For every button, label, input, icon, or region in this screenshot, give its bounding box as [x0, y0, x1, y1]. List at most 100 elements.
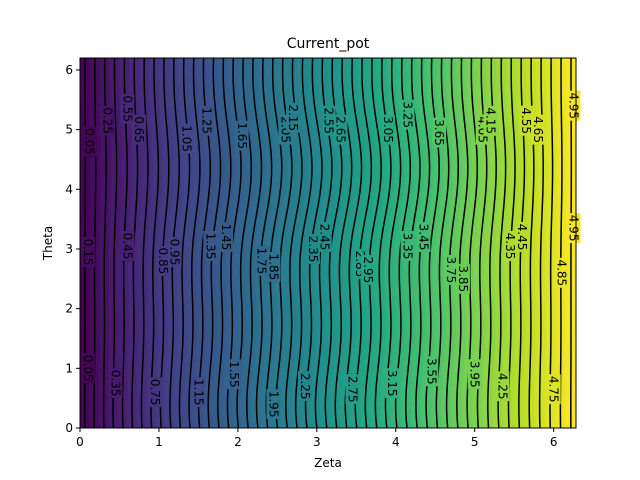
- contour-label: 0.15: [81, 239, 95, 266]
- contour-label: 4.75: [547, 376, 561, 403]
- contour-label-gap: [108, 368, 123, 399]
- contour-label-gap: [132, 114, 147, 145]
- contour-label: 0.55: [120, 95, 134, 122]
- contour-label-gap: [120, 93, 135, 124]
- contour-line: [188, 58, 201, 428]
- contour-line: [159, 58, 170, 428]
- contour-label: 4.65: [531, 116, 545, 143]
- contour-label-gap: [444, 254, 458, 285]
- contour-label: 2.25: [298, 373, 312, 400]
- contour-label-gap: [254, 245, 269, 276]
- contour-label: 4.95: [566, 92, 580, 119]
- contour-label: 4.55: [519, 107, 533, 134]
- contour-label-gap: [432, 117, 447, 148]
- x-tick-label: 2: [234, 435, 242, 449]
- contour-label-gap: [546, 374, 561, 405]
- contour-label-gap: [416, 222, 431, 252]
- x-axis: 0 1 2 3 4 5 6: [76, 428, 557, 449]
- y-tick-label: 3: [65, 242, 73, 256]
- contour-label: 3.25: [401, 101, 415, 128]
- contour-label-gap: [483, 105, 498, 136]
- contour-label: 1.75: [255, 248, 269, 275]
- contour-label-gap: [191, 377, 206, 408]
- contour-label: 3.05: [381, 116, 395, 143]
- contour-label-gap: [380, 114, 395, 145]
- contour-line: [344, 58, 363, 428]
- contour-line: [246, 58, 263, 428]
- x-tick-label: 1: [155, 435, 163, 449]
- contour-label: 3.95: [468, 361, 482, 388]
- x-tick-label: 3: [313, 435, 321, 449]
- contour-label: 1.55: [227, 361, 241, 388]
- y-axis: 0 1 2 3 4 5 6: [65, 63, 80, 435]
- contour-label-gap: [179, 123, 194, 154]
- contour-label: 0.45: [120, 233, 134, 260]
- contour-label-gap: [266, 251, 281, 282]
- contour-label-gap: [234, 120, 249, 151]
- contour-label-gap: [361, 254, 376, 285]
- contour-line: [445, 58, 460, 428]
- contour-label: 2.75: [345, 376, 359, 403]
- contour-line: [150, 58, 160, 428]
- contour-label-gap: [219, 222, 233, 252]
- y-tick-label: 1: [65, 361, 73, 375]
- contour-line: [384, 58, 402, 428]
- contour-label: 2.65: [334, 116, 348, 143]
- contour-label-gap: [519, 105, 533, 136]
- contour-label: 1.15: [191, 379, 205, 406]
- contour-label-gap: [345, 374, 360, 405]
- contour-label-gap: [424, 356, 439, 387]
- contour-label: 1.05: [180, 125, 194, 152]
- contour-label-gap: [80, 237, 95, 267]
- contour-label-gap: [286, 102, 301, 133]
- contour-label-gap: [554, 257, 569, 288]
- plot-frame: [79, 57, 577, 429]
- contour-label-gap: [321, 105, 336, 136]
- y-axis-label: Theta: [41, 226, 55, 261]
- contour-label: 3.65: [432, 119, 446, 146]
- contour-label: 3.55: [424, 358, 438, 385]
- contour-label: 3.35: [401, 233, 415, 260]
- contour-label-gap: [384, 368, 399, 399]
- contour-label-gap: [333, 114, 348, 145]
- contour-label-gap: [515, 222, 530, 252]
- contour-line: [265, 58, 283, 428]
- contour-label-gap: [495, 371, 510, 402]
- contour-label-gap: [530, 114, 545, 145]
- contour-label: 0.75: [148, 379, 162, 406]
- contour-label-gap: [566, 90, 581, 121]
- contour-label-gap: [400, 231, 415, 261]
- contour-label-gap: [467, 359, 482, 390]
- contour-label: 1.85: [266, 254, 280, 281]
- contour-label-gap: [203, 231, 218, 261]
- contour-label-gap: [120, 231, 135, 261]
- contour-line: [178, 58, 191, 428]
- contour-label: 0.85: [156, 248, 170, 275]
- contour-label-gap: [566, 213, 581, 244]
- x-tick-label: 5: [471, 435, 479, 449]
- contour-label: 2.55: [322, 107, 336, 134]
- contour-label: 2.45: [318, 224, 332, 251]
- contour-line: [456, 58, 469, 428]
- contour-label: 0.05: [81, 355, 95, 382]
- contour-label: 4.15: [484, 107, 498, 134]
- contour-label-gap: [298, 371, 312, 402]
- contour-label: 4.45: [515, 224, 529, 251]
- contour-label-gap: [199, 105, 214, 136]
- contour-line: [497, 58, 507, 428]
- contour-label: 3.15: [385, 370, 399, 397]
- contour-label: 0.65: [132, 116, 146, 143]
- contour-line: [255, 58, 273, 428]
- contour-label-gap: [317, 222, 332, 252]
- contour-label: 2.15: [286, 104, 300, 131]
- contour-label: 3.45: [416, 224, 430, 251]
- x-tick-label: 6: [550, 435, 558, 449]
- contour-label: 4.25: [495, 373, 509, 400]
- contour-label-gap: [155, 245, 170, 276]
- contour-label: 0.25: [101, 107, 115, 134]
- contour-label: 1.95: [266, 391, 280, 418]
- contour-label: 1.65: [235, 122, 249, 149]
- contour-label: 1.35: [203, 233, 217, 260]
- contour-label-gap: [455, 263, 470, 294]
- y-tick-label: 4: [65, 182, 73, 196]
